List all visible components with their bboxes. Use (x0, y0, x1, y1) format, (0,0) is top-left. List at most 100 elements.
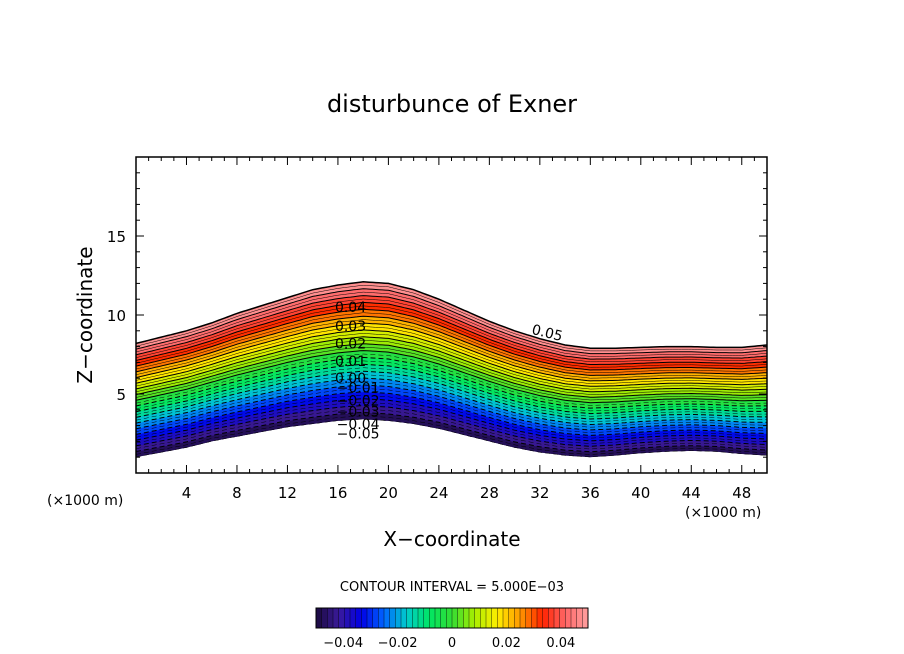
contour-line (136, 391, 767, 436)
colorbar-swatch (372, 608, 379, 628)
colorbar-swatch (457, 608, 464, 628)
contour-line (136, 381, 767, 428)
colorbar-swatch (548, 608, 555, 628)
colorbar-swatch (446, 608, 453, 628)
contour-label: −0.05 (337, 427, 380, 443)
contour-line (136, 363, 767, 415)
colorbar-swatch (480, 608, 487, 628)
x-tick-label: 8 (232, 484, 242, 502)
colorbar-swatch (378, 608, 385, 628)
colorbar-swatch (412, 608, 419, 628)
contour-line (136, 356, 767, 409)
x-tick-label: 16 (328, 484, 347, 502)
colorbar-swatch (389, 608, 396, 628)
colorbar-swatch (469, 608, 475, 628)
colorbar-tick-label: 0.04 (546, 636, 575, 651)
y-axis-unit: (×1000 m) (47, 493, 123, 509)
contour-line (136, 374, 767, 423)
contour-line (136, 343, 767, 398)
chart-title: disturbunce of Exner (327, 90, 577, 118)
colorbar-swatch (316, 608, 322, 628)
x-tick-label: 40 (631, 484, 650, 502)
contour-line (136, 346, 767, 401)
colorbar-swatch (350, 608, 356, 628)
contour-line (136, 305, 767, 368)
contour-line (136, 388, 767, 433)
x-tick-label: 44 (682, 484, 701, 502)
contour-line (136, 315, 767, 376)
x-tick-label: 12 (278, 484, 297, 502)
x-tick-label: 20 (379, 484, 398, 502)
colorbar-swatch (344, 608, 351, 628)
colorbar-swatch (554, 608, 560, 628)
x-tick-label: 36 (581, 484, 600, 502)
x-tick-label: 4 (182, 484, 192, 502)
colorbar-swatch (537, 608, 543, 628)
contour-line (136, 404, 767, 447)
contour-line (136, 398, 767, 442)
contour-label: 0.00 (335, 371, 366, 387)
colorbar-swatch (406, 608, 413, 628)
contour-interval-label: CONTOUR INTERVAL = 5.000E−03 (340, 580, 564, 595)
colorbar-swatch (367, 608, 373, 628)
colorbar-frame (315, 607, 589, 629)
contour-line (136, 377, 767, 426)
contour-label: −0.04 (337, 417, 380, 433)
contour-line (136, 329, 767, 387)
contour-label: −0.03 (337, 404, 380, 420)
contour-line (136, 360, 767, 412)
colorbar-swatch (486, 608, 492, 628)
contour-line (136, 350, 767, 404)
contour-line (136, 291, 767, 357)
colorbar-swatch (542, 608, 549, 628)
contour-line (136, 326, 767, 384)
colorbar-swatch (514, 608, 521, 628)
colorbar-swatch (338, 608, 345, 628)
contour-label: −0.02 (337, 393, 380, 409)
contour-line (136, 411, 767, 453)
colorbar-swatch (423, 608, 430, 628)
colorbar-swatch (497, 608, 504, 628)
contour-line (136, 408, 767, 450)
colorbar-swatch (576, 608, 583, 628)
contour-line (136, 394, 767, 439)
colorbar-swatch (452, 608, 458, 628)
contour-label: 0.03 (335, 319, 366, 335)
contour-line (136, 418, 767, 458)
contour-label: 0.05 (530, 322, 564, 345)
colorbar-tick-label: 0 (448, 636, 456, 651)
contour-line (136, 285, 767, 352)
colorbar-swatch (491, 608, 498, 628)
colorbar-swatch (474, 608, 481, 628)
contour-line (136, 322, 767, 382)
colorbar-swatch (418, 608, 424, 628)
y-tick-label: 10 (107, 307, 126, 325)
colorbar-swatch (440, 608, 447, 628)
colorbar-swatch (355, 608, 362, 628)
colorbar-swatch (395, 608, 402, 628)
x-axis-label: X−coordinate (383, 527, 520, 551)
upper-field-boundary (135, 281, 768, 349)
contour-line (136, 336, 767, 393)
contour-line (136, 298, 767, 363)
contour-label: 0.01 (335, 354, 366, 370)
colorbar-swatch (429, 608, 436, 628)
colorbar-tick-label: −0.02 (378, 636, 418, 651)
x-tick-label: 32 (530, 484, 549, 502)
contour-labels: 0.050.040.030.020.010.00−0.01−0.02−0.03−… (335, 300, 564, 442)
colorbar-swatch (435, 608, 441, 628)
contour-line (136, 295, 767, 360)
colorbar-swatch (531, 608, 538, 628)
colorbar-swatch (401, 608, 407, 628)
contour-label: 0.04 (335, 300, 366, 316)
y-axis-label: Z−coordinate (73, 246, 97, 383)
colorbar-swatch (503, 608, 509, 628)
colorbar-tick-label: 0.02 (492, 636, 521, 651)
contour-label: −0.01 (337, 381, 380, 397)
contour-line (136, 353, 767, 406)
contour-line (136, 301, 767, 365)
colorbar-swatch (525, 608, 532, 628)
contour-line (136, 415, 767, 455)
